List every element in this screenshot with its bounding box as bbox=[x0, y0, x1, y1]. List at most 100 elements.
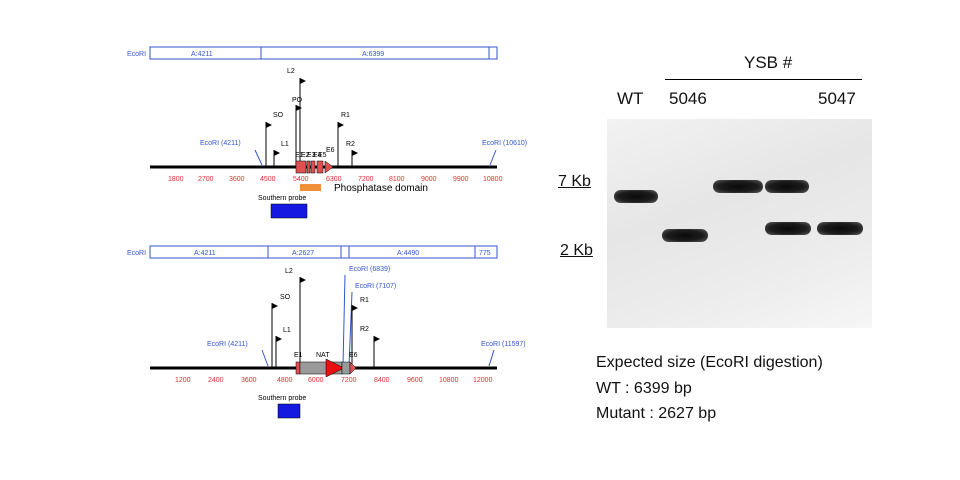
svg-text:E6: E6 bbox=[326, 147, 335, 154]
map1-southern-probe bbox=[270, 203, 308, 219]
map2: EcoRI A:4211 A:2627 A:4490 775 EcoRI (42… bbox=[127, 245, 526, 419]
map1-primer-L2: L2 bbox=[287, 68, 306, 166]
band-lane4-upper bbox=[765, 180, 809, 193]
map2-site-label: EcoRI (7107) bbox=[355, 283, 396, 290]
map2-primer-SO: SO bbox=[271, 294, 291, 367]
svg-text:L2: L2 bbox=[285, 268, 293, 275]
svg-text:12000: 12000 bbox=[473, 377, 493, 384]
svg-text:L1: L1 bbox=[283, 327, 291, 334]
svg-text:SO: SO bbox=[280, 294, 291, 301]
svg-text:7200: 7200 bbox=[358, 176, 374, 183]
svg-text:E1: E1 bbox=[295, 152, 304, 159]
svg-text:10800: 10800 bbox=[439, 377, 459, 384]
map2-site-leader bbox=[261, 349, 269, 367]
phosphatase-domain-bar bbox=[300, 184, 321, 191]
map2-site-label: EcoRI (11597) bbox=[481, 341, 526, 348]
svg-text:6000: 6000 bbox=[308, 377, 324, 384]
map2-site-label: EcoRI (4211) bbox=[207, 341, 248, 348]
svg-text:E4: E4 bbox=[313, 152, 322, 159]
band-5047-lane5 bbox=[817, 222, 863, 235]
map1-site-label: EcoRI (4211) bbox=[200, 140, 241, 147]
ysb-group-underline bbox=[665, 79, 862, 80]
svg-text:R2: R2 bbox=[346, 141, 355, 148]
map1-primer-PO: PO bbox=[292, 97, 303, 166]
map2-segment-label: A:4211 bbox=[194, 250, 216, 257]
svg-text:E1: E1 bbox=[294, 352, 303, 359]
map2-site-leader bbox=[342, 274, 346, 367]
southern-blot-image bbox=[607, 119, 872, 328]
map2-cassette: E1 NAT E6 bbox=[294, 352, 358, 378]
svg-text:3600: 3600 bbox=[241, 377, 257, 384]
marker-2kb: 2 Kb bbox=[560, 242, 593, 259]
map1-site-leader bbox=[254, 149, 263, 166]
svg-text:L2: L2 bbox=[287, 68, 295, 75]
phosphatase-domain-label: Phosphatase domain bbox=[334, 183, 428, 194]
map2-enzyme-label: EcoRI bbox=[127, 250, 146, 257]
svg-text:4800: 4800 bbox=[277, 377, 293, 384]
svg-text:4500: 4500 bbox=[260, 176, 276, 183]
band-5046-lane2 bbox=[662, 229, 708, 242]
svg-text:PO: PO bbox=[292, 97, 303, 104]
map1-site-leader bbox=[489, 149, 497, 166]
band-wt bbox=[614, 190, 658, 203]
map1-probe-label: Southern probe bbox=[258, 195, 306, 202]
map2-probe-label: Southern probe bbox=[258, 395, 306, 402]
map1-segment-label: A:6399 bbox=[362, 51, 384, 58]
svg-text:1200: 1200 bbox=[175, 377, 191, 384]
map2-primer-L2: L2 bbox=[285, 268, 306, 367]
map2-primer-R2: R2 bbox=[360, 326, 380, 367]
svg-text:E3: E3 bbox=[307, 152, 316, 159]
map2-primer-R1: R1 bbox=[351, 297, 369, 367]
svg-text:NAT: NAT bbox=[316, 352, 330, 359]
svg-text:6300: 6300 bbox=[326, 176, 342, 183]
map1-segment-label: A:4211 bbox=[191, 51, 213, 58]
expected-size-title: Expected size (EcoRI digestion) bbox=[596, 354, 823, 371]
svg-text:8400: 8400 bbox=[374, 377, 390, 384]
map1: EcoRI A:4211 A:6399 EcoRI (4211) EcoRI (… bbox=[127, 46, 527, 219]
expected-size-mutant: Mutant : 2627 bp bbox=[596, 405, 717, 422]
svg-text:2700: 2700 bbox=[198, 176, 214, 183]
svg-text:E6: E6 bbox=[349, 352, 358, 359]
map2-fragment-box bbox=[149, 245, 498, 259]
svg-text:9600: 9600 bbox=[407, 377, 423, 384]
map2-site-leader bbox=[348, 291, 353, 367]
map2-primer-L1: L1 bbox=[275, 327, 291, 367]
svg-text:5400: 5400 bbox=[293, 176, 309, 183]
svg-text:R2: R2 bbox=[360, 326, 369, 333]
map2-segment-label: A:2627 bbox=[292, 250, 314, 257]
svg-text:3600: 3600 bbox=[229, 176, 245, 183]
svg-text:10800: 10800 bbox=[483, 176, 503, 183]
map2-axis: 1200 2400 3600 4800 6000 7200 8400 9600 … bbox=[175, 377, 493, 384]
lane-label-wt: WT bbox=[617, 89, 644, 108]
marker-7kb: 7 Kb bbox=[558, 173, 591, 190]
map2-segment-label: 775 bbox=[479, 250, 491, 257]
map2-site-leader bbox=[488, 349, 495, 367]
map1-site-label: EcoRI (10610) bbox=[482, 140, 527, 147]
svg-text:L1: L1 bbox=[281, 141, 289, 148]
map1-axis: 1800 2700 3600 4500 5400 6300 7200 8100 … bbox=[168, 176, 503, 183]
lane-label-5047: 5047 bbox=[818, 89, 856, 108]
map1-enzyme-label: EcoRI bbox=[127, 51, 146, 58]
svg-text:R1: R1 bbox=[341, 112, 350, 119]
svg-text:E2: E2 bbox=[301, 152, 310, 159]
svg-text:1800: 1800 bbox=[168, 176, 184, 183]
map1-primer-L1: L1 bbox=[273, 141, 289, 166]
band-lane3-upper bbox=[713, 180, 763, 193]
band-lane4-lower bbox=[765, 222, 811, 235]
map2-site-label: EcoRI (6839) bbox=[349, 266, 390, 273]
svg-text:8100: 8100 bbox=[389, 176, 405, 183]
svg-text:2400: 2400 bbox=[208, 377, 224, 384]
svg-text:9900: 9900 bbox=[453, 176, 469, 183]
svg-text:9000: 9000 bbox=[421, 176, 437, 183]
ysb-group-label: YSB # bbox=[744, 53, 793, 72]
expected-size-wt: WT : 6399 bp bbox=[596, 380, 692, 397]
svg-text:SO: SO bbox=[273, 112, 284, 119]
map1-primer-SO: SO bbox=[265, 112, 284, 166]
lane-label-5046: 5046 bbox=[669, 89, 707, 108]
map1-primer-R2: R2 bbox=[346, 141, 358, 166]
svg-text:R1: R1 bbox=[360, 297, 369, 304]
map2-southern-probe bbox=[277, 403, 301, 419]
map1-primer-R1: R1 bbox=[337, 112, 350, 166]
map1-exons: E1 E2 E3 E4 E5 E6 bbox=[295, 147, 335, 174]
